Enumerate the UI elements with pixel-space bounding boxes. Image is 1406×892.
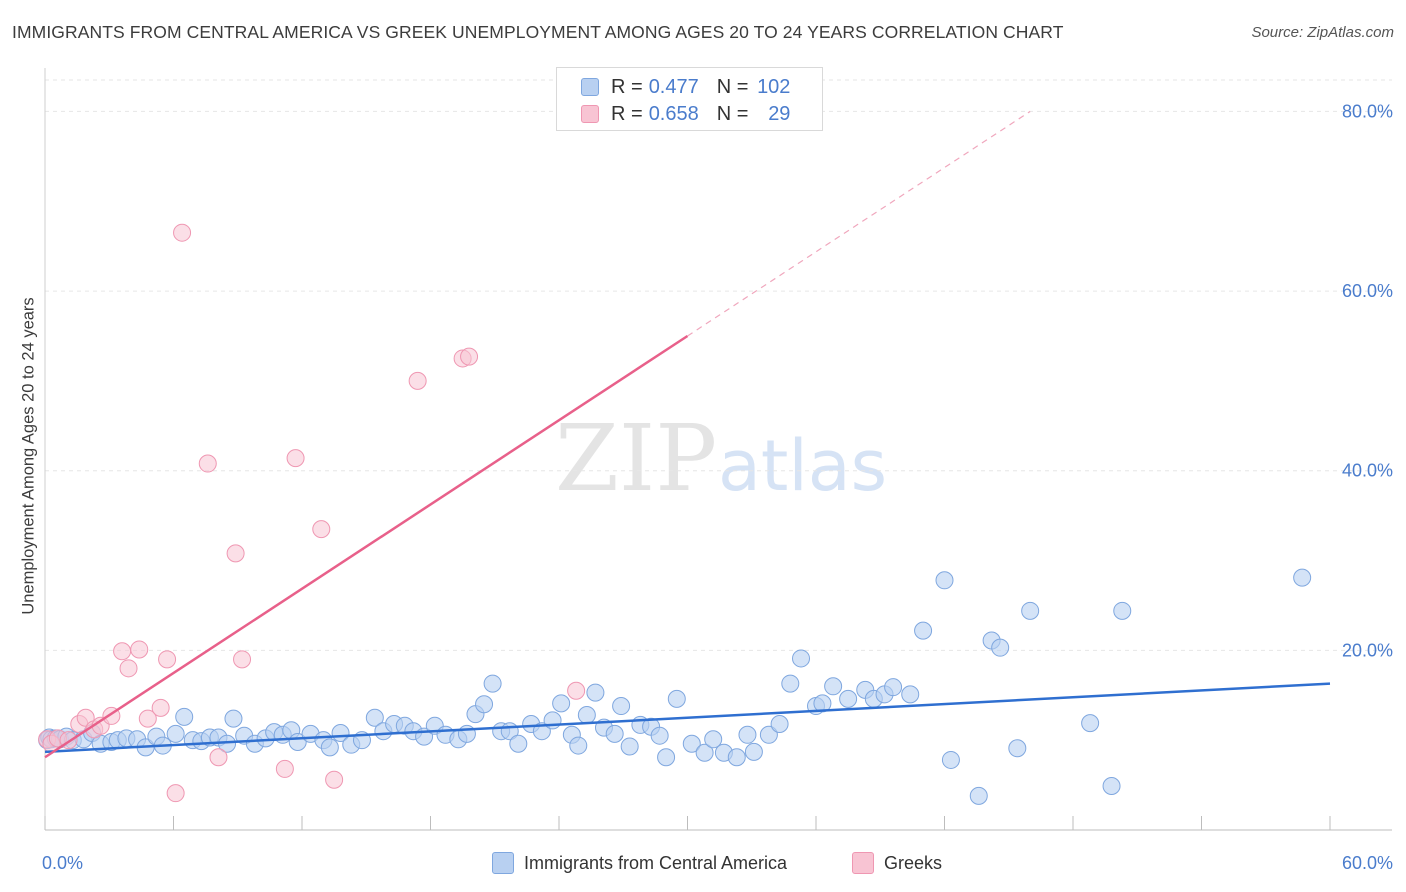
pink-point — [130, 640, 149, 659]
blue-point — [483, 674, 502, 693]
y-tick-label: 60.0% — [1342, 281, 1393, 301]
blue-point — [586, 683, 605, 702]
blue-point — [969, 786, 988, 805]
blue-point — [509, 734, 528, 753]
pink-point — [233, 650, 252, 669]
blue-point — [1081, 714, 1100, 733]
x-tick-label-min: 0.0% — [42, 853, 83, 873]
r-value-pink: 0.658 — [648, 102, 699, 125]
pink-legend-swatch-icon — [852, 852, 874, 874]
pink-point — [286, 449, 305, 468]
blue-legend-swatch-icon — [492, 852, 514, 874]
x-tick-label-max: 60.0% — [1342, 853, 1393, 873]
legend-label-central-america: Immigrants from Central America — [524, 852, 788, 873]
blue-point — [695, 743, 714, 762]
stats-row-blue: R = 0.477 N = 102 — [581, 76, 790, 98]
legend-label-greeks: Greeks — [884, 852, 943, 873]
blue-point — [532, 722, 551, 741]
blue-point — [1008, 739, 1027, 758]
blue-point — [657, 748, 676, 767]
pink-point — [209, 748, 228, 767]
pink-point — [138, 709, 157, 728]
blue-point — [738, 725, 757, 744]
blue-point — [839, 689, 858, 708]
pink-trend-extension — [687, 110, 1031, 337]
blue-point — [1021, 601, 1040, 620]
pink-point — [226, 544, 245, 563]
blue-point — [1293, 568, 1312, 587]
series-legend: Immigrants from Central America Greeks — [0, 852, 1406, 876]
blue-point — [612, 697, 631, 716]
blue-point — [792, 649, 811, 668]
pink-point — [166, 784, 185, 803]
source-label: Source: ZipAtlas.com — [1251, 24, 1394, 41]
r-label-blue: R = — [611, 75, 643, 98]
r-value-blue: 0.477 — [648, 75, 699, 98]
n-label-blue: N = — [716, 75, 749, 98]
blue-point — [552, 694, 571, 713]
blue-point — [991, 638, 1010, 657]
pink-point — [158, 650, 177, 669]
pink-point — [198, 454, 217, 473]
blue-point — [884, 678, 903, 697]
stats-row-pink: R = 0.658 N = 29 — [581, 103, 790, 125]
watermark-zip: ZIP — [555, 405, 717, 512]
blue-point — [824, 677, 843, 696]
blue-point — [224, 709, 243, 728]
blue-trend-line — [44, 682, 1331, 754]
blue-point — [914, 621, 933, 640]
chart-title: IMMIGRANTS FROM CENTRAL AMERICA VS GREEK… — [12, 22, 1064, 42]
pink-point — [567, 681, 586, 700]
pink-swatch-icon — [581, 105, 599, 123]
blue-point — [704, 730, 723, 749]
n-value-pink: 29 — [768, 102, 791, 125]
pink-point — [119, 659, 138, 678]
blue-point — [475, 695, 494, 714]
watermark-atlas: atlas — [718, 425, 887, 507]
blue-point — [781, 674, 800, 693]
blue-point — [813, 694, 832, 713]
blue-point — [770, 715, 789, 734]
blue-point — [1102, 776, 1121, 795]
pink-point — [173, 223, 192, 242]
blue-point — [320, 738, 339, 757]
blue-swatch-icon — [581, 78, 599, 96]
blue-point — [605, 724, 624, 743]
blue-point — [744, 742, 763, 761]
n-value-blue: 102 — [757, 75, 791, 98]
blue-point — [727, 748, 746, 767]
blue-point — [759, 725, 778, 744]
blue-point — [166, 724, 185, 743]
pink-point — [113, 642, 132, 661]
blue-point — [682, 734, 701, 753]
blue-point — [175, 707, 194, 726]
pink-point — [408, 371, 427, 390]
blue-point — [1113, 601, 1132, 620]
blue-point — [941, 750, 960, 769]
blue-point — [620, 737, 639, 756]
pink-trend-line — [44, 334, 689, 759]
pink-point — [325, 770, 344, 789]
pink-point — [312, 520, 331, 539]
blue-point — [901, 685, 920, 704]
blue-point — [365, 708, 384, 727]
legend-item-central-america[interactable]: Immigrants from Central America — [492, 852, 787, 874]
pink-point — [275, 759, 294, 778]
r-label-pink: R = — [611, 102, 643, 125]
blue-point — [577, 706, 596, 725]
y-tick-label: 80.0% — [1342, 101, 1393, 121]
y-tick-label: 20.0% — [1342, 640, 1393, 660]
n-label-pink: N = — [716, 102, 749, 125]
blue-point — [650, 726, 669, 745]
blue-point — [569, 736, 588, 755]
blue-point — [667, 689, 686, 708]
stats-legend: R = 0.477 N = 102 R = 0.658 N = 29 — [556, 67, 823, 131]
legend-item-greeks[interactable]: Greeks — [852, 852, 942, 874]
pink-point — [460, 347, 479, 366]
blue-point — [935, 571, 954, 590]
y-tick-label: 40.0% — [1342, 461, 1393, 481]
pink-point — [151, 698, 170, 717]
